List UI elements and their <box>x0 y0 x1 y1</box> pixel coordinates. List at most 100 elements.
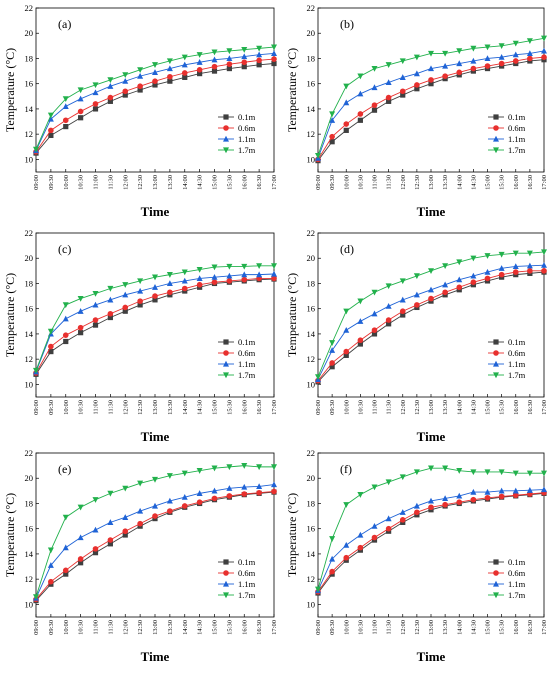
y-tick-label: 12 <box>25 574 34 584</box>
legend-entry: 0.6m <box>238 348 256 358</box>
data-point-0.6m <box>442 73 448 79</box>
data-point-0.6m <box>256 57 262 64</box>
data-point-1.7m <box>442 263 449 269</box>
data-point-0.6m <box>371 327 378 333</box>
x-tick-label: 17:00 <box>271 175 278 190</box>
data-point-1.7m <box>211 264 218 271</box>
data-point-1.1m <box>47 115 54 122</box>
legend-marker <box>493 339 499 345</box>
x-tick-label: 12:30 <box>137 620 144 635</box>
x-axis-label: Time <box>417 429 446 444</box>
x-tick-label: 11:00 <box>372 620 379 635</box>
legend-marker <box>493 147 499 154</box>
data-point-1.7m <box>371 65 378 72</box>
data-point-0.1m <box>122 92 128 98</box>
x-tick-label: 15:00 <box>212 400 219 415</box>
data-point-1.1m <box>498 54 505 60</box>
data-point-0.1m <box>92 322 99 328</box>
data-point-0.6m <box>541 54 547 60</box>
x-tick-label: 11:30 <box>386 400 393 415</box>
data-point-0.6m <box>241 491 248 497</box>
data-point-1.7m <box>470 469 477 476</box>
data-point-0.6m <box>152 293 158 299</box>
data-point-0.6m <box>152 513 158 519</box>
data-point-1.7m <box>385 62 392 68</box>
x-tick-label: 13:00 <box>152 400 159 415</box>
data-point-1.7m <box>226 464 233 471</box>
data-point-1.7m <box>371 289 378 296</box>
legend-marker <box>493 570 499 576</box>
panel-label: (e) <box>58 462 71 476</box>
data-point-1.7m <box>152 62 158 68</box>
data-point-1.7m <box>329 536 336 542</box>
x-tick-label: 09:30 <box>329 175 336 190</box>
data-point-1.7m <box>137 480 144 487</box>
data-point-1.1m <box>371 310 378 317</box>
data-point-1.1m <box>152 502 158 509</box>
data-point-1.1m <box>256 51 263 58</box>
data-point-1.1m <box>413 70 420 77</box>
data-point-0.6m <box>527 268 533 274</box>
data-point-0.1m <box>122 532 128 538</box>
panel-label: (d) <box>340 242 354 256</box>
x-tick-label: 14:00 <box>182 175 189 190</box>
data-point-0.6m <box>92 317 99 323</box>
y-tick-label: 18 <box>25 53 34 63</box>
legend-entry: 0.1m <box>238 337 256 347</box>
data-point-1.1m <box>226 272 233 279</box>
legend-entry: 0.6m <box>238 123 256 133</box>
data-point-0.6m <box>343 554 350 561</box>
data-point-1.1m <box>399 509 406 515</box>
legend-marker <box>223 372 229 379</box>
data-point-0.6m <box>137 298 143 304</box>
data-point-1.7m <box>92 82 99 89</box>
data-point-1.1m <box>196 59 203 65</box>
data-point-1.1m <box>62 103 69 109</box>
data-point-1.7m <box>241 47 248 53</box>
legend-entry: 1.7m <box>238 590 256 600</box>
data-point-0.1m <box>107 314 113 321</box>
x-tick-label: 14:30 <box>197 175 204 190</box>
y-axis-label: Temperature (°C) <box>285 493 299 577</box>
y-tick-label: 22 <box>25 448 34 458</box>
data-point-1.1m <box>137 287 144 294</box>
legend-marker <box>493 135 499 142</box>
data-point-0.6m <box>357 111 364 117</box>
data-point-0.6m <box>498 271 505 278</box>
x-tick-label: 14:30 <box>470 620 477 635</box>
data-point-1.7m <box>271 44 277 51</box>
data-point-1.7m <box>92 290 99 297</box>
legend-marker <box>223 592 229 599</box>
data-point-1.7m <box>211 465 218 472</box>
legend-marker <box>493 580 499 587</box>
data-point-0.6m <box>167 73 173 80</box>
x-tick-label: 16:00 <box>241 620 248 635</box>
legend-entry: 0.1m <box>508 557 526 567</box>
data-point-1.7m <box>385 283 392 290</box>
data-point-1.1m <box>137 72 144 79</box>
data-point-1.7m <box>62 96 69 103</box>
data-point-0.1m <box>63 338 69 345</box>
data-point-0.6m <box>48 578 54 585</box>
y-tick-label: 16 <box>307 524 316 534</box>
y-tick-label: 20 <box>25 473 34 483</box>
data-point-1.7m <box>122 72 129 79</box>
legend-marker <box>493 372 499 379</box>
legend-marker <box>223 570 229 576</box>
data-point-1.1m <box>329 117 336 123</box>
x-tick-label: 15:00 <box>212 175 219 190</box>
legend-entry: 1.7m <box>508 370 526 380</box>
data-point-1.1m <box>541 261 547 268</box>
x-tick-label: 12:00 <box>400 175 407 190</box>
data-point-0.1m <box>211 68 218 74</box>
y-tick-label: 10 <box>25 379 34 389</box>
data-point-1.1m <box>357 90 364 97</box>
x-tick-label: 11:30 <box>386 175 393 190</box>
x-tick-label: 15:30 <box>226 620 233 635</box>
data-point-1.1m <box>166 65 173 72</box>
x-tick-label: 14:00 <box>456 400 463 415</box>
data-point-0.6m <box>226 278 233 284</box>
data-point-0.1m <box>122 308 128 314</box>
x-tick-label: 09:30 <box>48 620 55 635</box>
data-point-1.7m <box>181 54 188 61</box>
